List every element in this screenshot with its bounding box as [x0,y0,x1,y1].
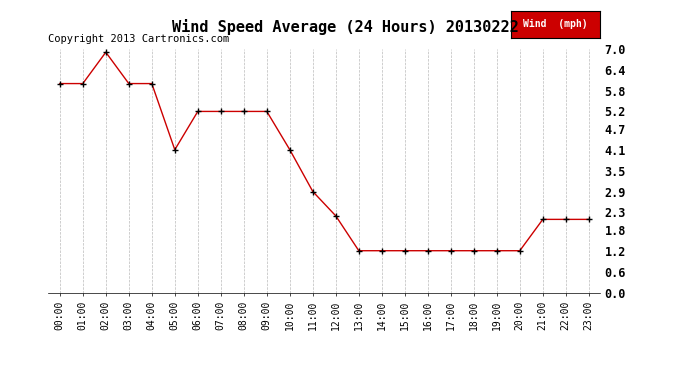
Text: Wind  (mph): Wind (mph) [523,19,588,29]
Text: Copyright 2013 Cartronics.com: Copyright 2013 Cartronics.com [48,34,230,44]
Text: Wind Speed Average (24 Hours) 20130222: Wind Speed Average (24 Hours) 20130222 [172,19,518,35]
